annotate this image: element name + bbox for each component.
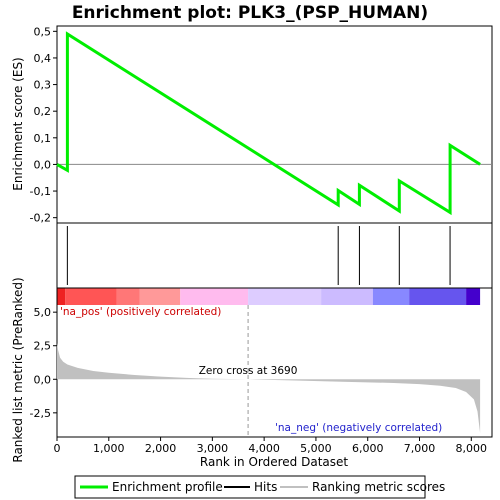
legend-hits-label: Hits bbox=[254, 480, 277, 494]
heatmap-segment bbox=[248, 288, 322, 305]
x-tick-label: 6,000 bbox=[352, 442, 384, 455]
ranked-y-tick-label: -2,5 bbox=[30, 407, 51, 420]
ranked-y-tick-label: 0,0 bbox=[34, 373, 52, 386]
heatmap-segment bbox=[65, 288, 117, 305]
ranked-axis-title: Ranked list metric (PreRanked) bbox=[11, 277, 25, 462]
es-y-tick-label: 0,2 bbox=[34, 105, 52, 118]
x-tick-label: 3,000 bbox=[197, 442, 229, 455]
zero-cross-label: Zero cross at 3690 bbox=[199, 365, 298, 377]
x-tick-label: 2,000 bbox=[145, 442, 177, 455]
heatmap-segment bbox=[116, 288, 140, 305]
x-tick-label: 8,000 bbox=[456, 442, 488, 455]
heatmap-segment bbox=[372, 288, 410, 305]
es-y-tick-label: 0,1 bbox=[34, 132, 52, 145]
es-axis-title: Enrichment score (ES) bbox=[11, 57, 25, 190]
ranked-y-tick-label: 5,0 bbox=[34, 306, 52, 319]
heatmap-segment bbox=[139, 288, 181, 305]
chart-title: Enrichment plot: PLK3_(PSP_HUMAN) bbox=[72, 3, 428, 23]
x-tick-label: 0 bbox=[54, 442, 61, 455]
ranked-y-tick-label: 2,5 bbox=[34, 340, 52, 353]
heatmap-segment bbox=[180, 288, 249, 305]
es-y-tick-label: -0,1 bbox=[30, 185, 51, 198]
x-axis-title: Rank in Ordered Dataset bbox=[200, 455, 348, 469]
es-y-tick-label: 0,4 bbox=[34, 52, 52, 65]
negative-correlation-label: 'na_neg' (negatively correlated) bbox=[275, 422, 442, 434]
ranked-list-panel: -2,5 0,0 2,5 5,0 Zero cross at 3690 'na_pos… bbox=[11, 277, 493, 463]
heatmap-segment bbox=[466, 288, 481, 305]
es-y-tick-label: 0,0 bbox=[34, 158, 52, 171]
x-tick-label: 5,000 bbox=[300, 442, 332, 455]
heatmap-segment bbox=[57, 288, 66, 305]
es-y-tick-label: 0,5 bbox=[34, 25, 52, 38]
legend: Enrichment profile Hits Ranking metric s… bbox=[74, 475, 445, 499]
es-y-tick-label: 0,3 bbox=[34, 79, 52, 92]
es-panel: -0,2 -0,1 0,0 0,1 0,2 0,3 0,4 0,5 Enrichment sc… bbox=[11, 25, 493, 225]
enrichment-profile-line bbox=[56, 31, 481, 216]
x-tick-label: 7,000 bbox=[404, 442, 436, 455]
x-tick-label: 1,000 bbox=[93, 442, 125, 455]
heatmap-segment bbox=[321, 288, 373, 305]
x-tick-label: 4,000 bbox=[248, 442, 280, 455]
positive-correlation-label: 'na_pos' (positively correlated) bbox=[60, 306, 221, 318]
legend-ranking-label: Ranking metric scores bbox=[312, 480, 445, 494]
heatmap-segment bbox=[409, 288, 467, 305]
es-y-tick-label: -0,2 bbox=[30, 212, 51, 225]
legend-enrichment-label: Enrichment profile bbox=[112, 480, 223, 494]
rank-heatmap-bar bbox=[57, 288, 481, 305]
